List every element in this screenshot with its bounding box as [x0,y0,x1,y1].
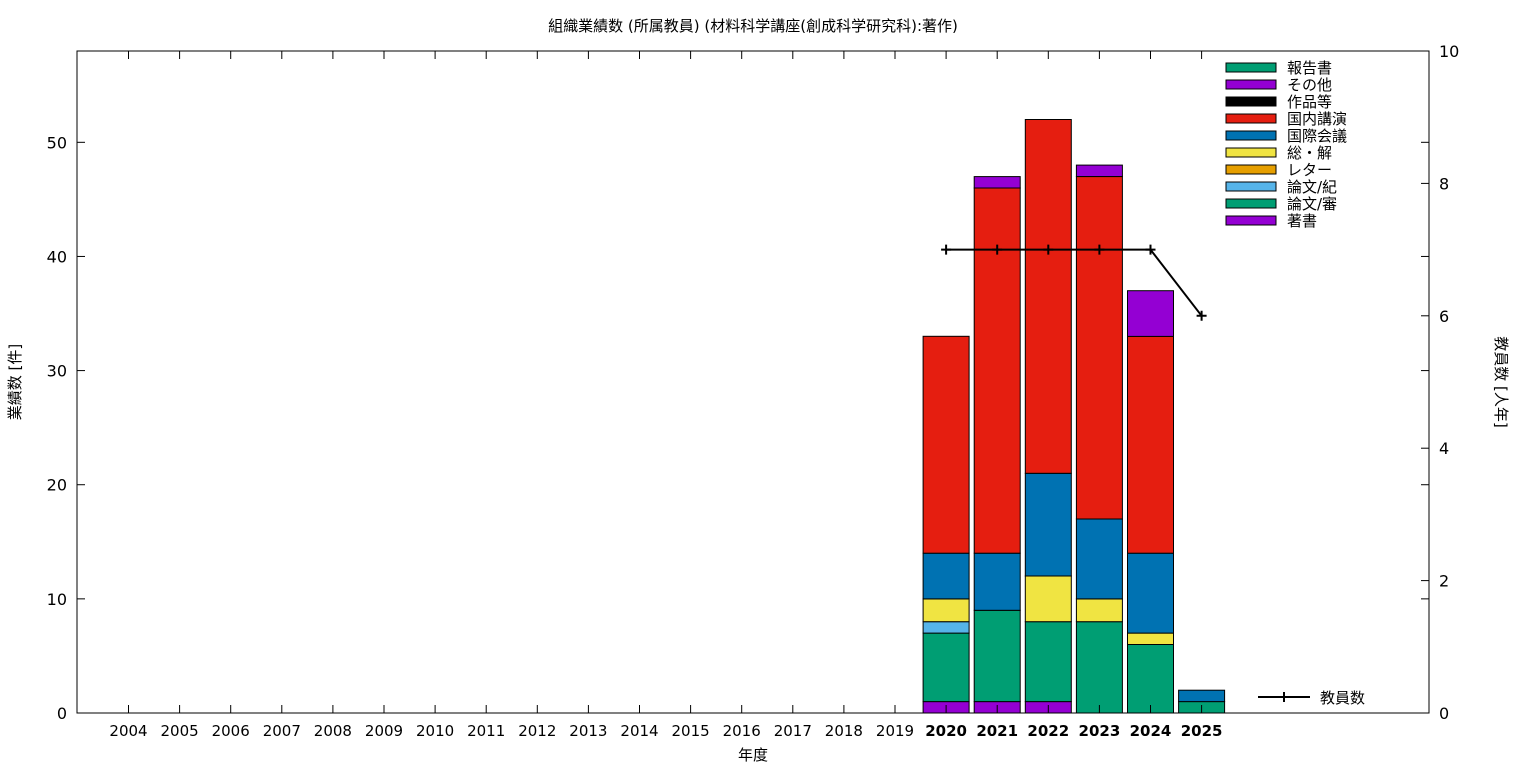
bar-segment [1075,518,1123,600]
x-tick-label: 2011 [467,722,505,740]
y2-tick-label: 0 [1439,704,1449,723]
staff-point [941,244,952,255]
legend-swatch [1225,215,1277,226]
x-tick-label: 2009 [365,722,403,740]
bar-segment [922,598,970,623]
bar-segment [1024,575,1072,623]
legend-label: 国際会議 [1287,127,1347,145]
legend-swatch [1225,147,1277,158]
plot-frame [76,50,1430,714]
bar-segment [1075,164,1123,178]
legend-line-label: 教員数 [1320,689,1365,707]
bar-segment [1127,632,1174,645]
bar-segment [973,187,1021,554]
y-tick-label: 30 [47,362,67,381]
legend-label: 論文/紀 [1287,178,1337,196]
y-tick-label: 10 [47,590,67,609]
legend-label: 国内講演 [1287,110,1347,128]
x-tick-label: 2023 [1079,722,1121,740]
legend-swatch [1225,181,1277,192]
x-tick-label: 2018 [825,722,863,740]
bar-segment [1024,472,1072,577]
legend-label: 作品等 [1287,93,1332,111]
legend-label: 著書 [1287,212,1317,230]
x-tick-label: 2016 [723,722,761,740]
bar-segment [1075,621,1123,714]
legend-label: 総・解 [1287,144,1332,162]
bar-segment [973,609,1021,703]
x-tick-label: 2019 [876,722,914,740]
y-tick-label: 50 [47,133,67,152]
bar-group [922,119,1226,714]
staff-point [1043,244,1054,255]
legend-label: 論文/審 [1287,195,1337,213]
legend-swatch [1225,130,1277,141]
x-tick-label: 2010 [416,722,454,740]
legend-swatch [1225,164,1277,175]
staff-point [1094,244,1105,255]
x-tick-label: 2008 [314,722,352,740]
bar-segment [973,552,1021,611]
x-tick-label: 2017 [774,722,812,740]
x-tick-label: 2005 [161,722,199,740]
bar-segment [1075,176,1123,520]
staff-point [1196,310,1207,321]
y-tick-label: 40 [47,247,67,266]
y2-tick-label: 4 [1439,439,1449,458]
axes: 0 10 20 30 40 50 0 2 4 6 8 10 2004 2005 2006 2007 2008 20… [47,42,1460,740]
legend-label: 報告書 [1287,59,1332,77]
x-axis-label: 年度 [738,746,768,764]
bar-segment [922,621,970,634]
x-tick-label: 2020 [925,722,967,740]
legend-label: その他 [1287,76,1332,94]
legend-swatch [1225,79,1277,90]
x-tick-label: 2021 [976,722,1018,740]
chart-title: 組織業績数 (所属教員) (材料科学講座(創成科学研究科):著作) [548,17,958,35]
x-tick-label: 2014 [620,722,658,740]
y2-tick-label: 2 [1439,572,1449,591]
x-tick-label: 2012 [518,722,556,740]
x-tick-label: 2022 [1027,722,1069,740]
bar-segment [973,176,1021,189]
y-axis-label: 業績数 [件] [6,344,24,420]
bar-segment [1127,290,1174,337]
legend-swatch [1225,96,1277,107]
bar-segment [922,632,970,703]
x-tick-label: 2025 [1181,722,1223,740]
line-layer [941,244,1207,321]
bar-segment [1127,644,1174,714]
y2-axis-label: 教員数 [人年] [1492,336,1510,427]
x-tick-label: 2024 [1130,722,1172,740]
legend-swatch [1225,198,1277,209]
staff-point [1145,244,1156,255]
bar-segment [1178,689,1226,703]
legend-label: レター [1287,161,1332,179]
y-tick-label: 20 [47,476,67,495]
bar-segment [1024,621,1072,703]
bar-segment [1127,335,1174,554]
legend-swatch [1225,113,1277,124]
x-tick-label: 2013 [569,722,607,740]
legend-swatch [1225,62,1277,73]
x-tick-label: 2006 [212,722,250,740]
bar-segment [1127,552,1174,634]
y2-tick-label: 8 [1439,174,1449,193]
x-tick-label: 2015 [672,722,710,740]
bar-segment [922,335,970,554]
bar-segment [1024,119,1072,474]
x-tick-label: 2004 [109,722,147,740]
staff-point [992,244,1003,255]
y2-tick-label: 10 [1439,42,1459,61]
y2-tick-label: 6 [1439,307,1449,326]
y-tick-label: 0 [57,704,67,723]
staff-line [946,248,1203,317]
bar-segment [922,552,970,600]
x-tick-label: 2007 [263,722,301,740]
bar-segment [1075,598,1123,623]
